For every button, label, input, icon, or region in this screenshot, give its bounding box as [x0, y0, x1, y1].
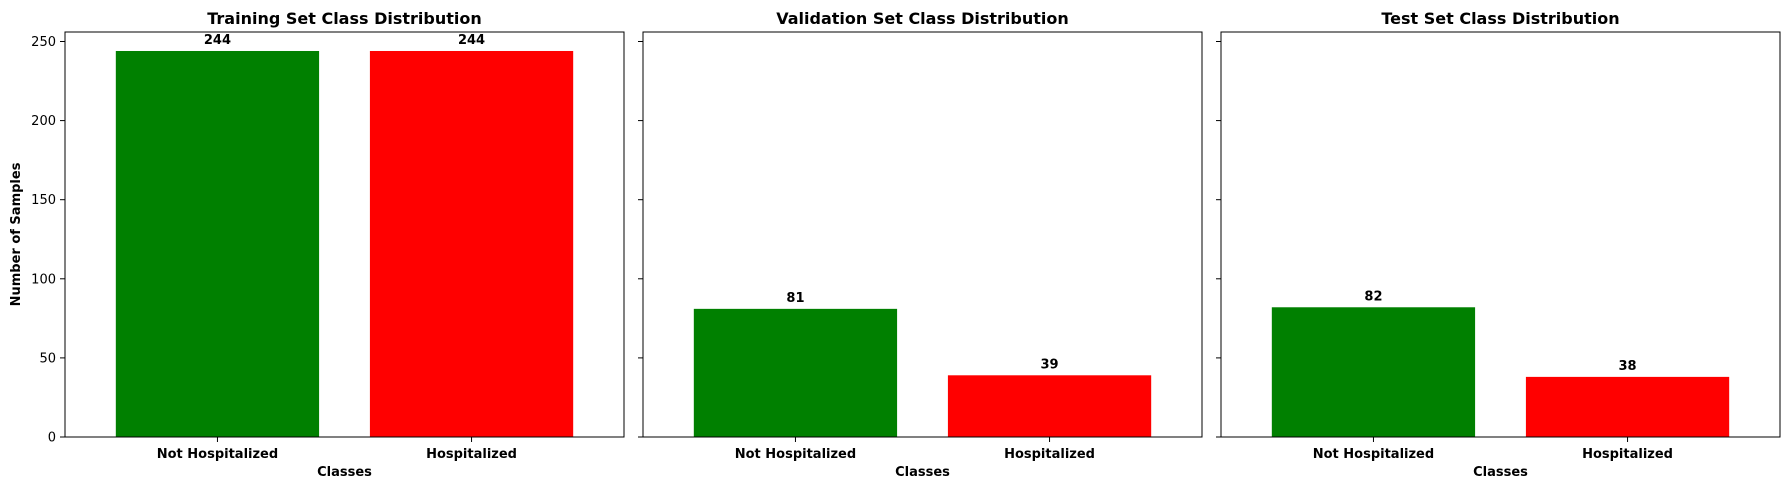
x-tick-label: Not Hospitalized [1313, 447, 1434, 462]
bar-value-label: 39 [1040, 357, 1058, 372]
bar-not-hospitalized [115, 50, 320, 437]
x-axis-label: Classes [895, 465, 950, 480]
y-tick-label: 100 [31, 272, 56, 287]
bar-not-hospitalized [1271, 307, 1476, 437]
bar-hospitalized [947, 375, 1152, 437]
bar-hospitalized [369, 50, 574, 437]
axes-frame [642, 31, 1203, 438]
bar-not-hospitalized [693, 308, 898, 437]
y-tick-label: 200 [31, 114, 56, 129]
bar-value-label: 81 [786, 291, 804, 306]
bar-value-label: 82 [1364, 289, 1382, 304]
bar-value-label: 244 [458, 33, 485, 48]
chart-title: Test Set Class Distribution [1381, 9, 1619, 28]
chart-title: Training Set Class Distribution [207, 9, 482, 28]
y-axis-label: Number of Samples [9, 162, 24, 306]
x-axis-label: Classes [1473, 465, 1528, 480]
x-tick-label: Hospitalized [426, 447, 517, 462]
bar-hospitalized [1525, 376, 1730, 437]
y-tick-label: 250 [31, 35, 56, 50]
subplot-3: 82 Not Hospitalized 38 Hospitalized Test Set… [1216, 9, 1781, 480]
subplot-1: 244 Not Hospitalized 244 Hospitalized 0 50 100… [9, 9, 625, 480]
subplot-2: 81 Not Hospitalized 39 Hospitalized Validati… [638, 9, 1203, 480]
x-tick-label: Hospitalized [1004, 447, 1095, 462]
bar-value-label: 38 [1618, 359, 1636, 374]
axes-frame [64, 31, 625, 438]
y-tick-label: 50 [39, 351, 56, 366]
chart-title: Validation Set Class Distribution [776, 9, 1069, 28]
x-tick-label: Hospitalized [1582, 447, 1673, 462]
y-tick-label: 150 [31, 193, 56, 208]
x-axis-label: Classes [317, 465, 372, 480]
axes-frame [1220, 31, 1781, 438]
bar-value-label: 244 [204, 33, 231, 48]
x-tick-label: Not Hospitalized [735, 447, 856, 462]
x-tick-label: Not Hospitalized [157, 447, 278, 462]
y-tick-label: 0 [48, 431, 56, 446]
